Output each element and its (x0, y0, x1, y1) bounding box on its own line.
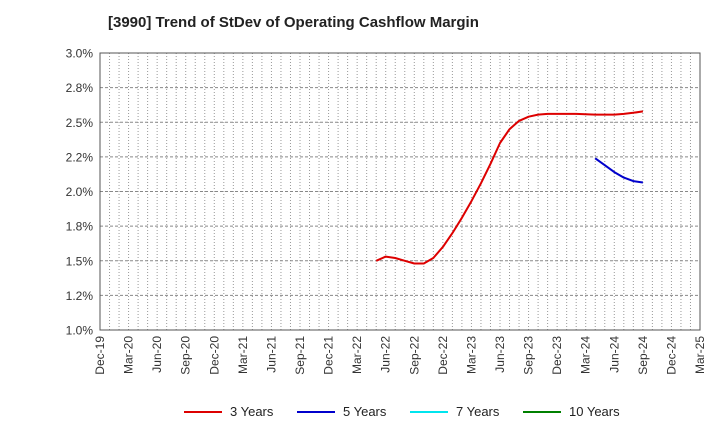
x-tick-label: Sep-20 (179, 336, 193, 375)
legend-swatch (297, 410, 335, 413)
legend: 3 Years 5 Years 7 Years 10 Years (0, 404, 720, 424)
x-tick-label: Jun-22 (379, 336, 393, 373)
y-tick-label: 2.0% (66, 185, 94, 199)
y-tick-label: 3.0% (66, 47, 94, 61)
y-tick-label: 2.5% (66, 116, 94, 130)
legend-label: 7 Years (456, 404, 500, 419)
x-tick-label: Mar-23 (464, 336, 478, 374)
x-tick-label: Jun-23 (493, 336, 507, 373)
x-tick-label: Dec-20 (207, 336, 221, 375)
x-tick-label: Dec-23 (550, 336, 564, 375)
x-tick-label: Jun-20 (150, 336, 164, 373)
x-tick-label: Mar-20 (122, 336, 136, 374)
y-axis: 1.0% 1.2% 1.5% 1.8% 2.0% 2.2% 2.5% 2.8% 3.0% (66, 47, 94, 338)
x-tick-label: Sep-24 (636, 336, 650, 375)
y-tick-label: 1.8% (66, 220, 94, 234)
x-tick-label: Mar-25 (693, 336, 707, 374)
x-tick-label: Dec-21 (322, 336, 336, 375)
chart-title: [3990] Trend of StDev of Operating Cashf… (108, 14, 479, 31)
y-tick-label: 1.0% (66, 324, 94, 338)
plot-frame (99, 52, 701, 331)
x-tick-label: Sep-22 (407, 336, 421, 375)
x-tick-label: Mar-22 (350, 336, 364, 374)
y-tick-label: 2.2% (66, 150, 94, 164)
x-axis: Dec-19 Mar-20 Jun-20 Sep-20 Dec-20 Mar-21 Jun-… (93, 336, 707, 375)
legend-swatch (410, 410, 448, 413)
series-line-3-years (375, 110, 644, 265)
legend-item: 7 Years (410, 404, 499, 419)
legend-swatch (184, 410, 222, 413)
legend-label: 3 Years (230, 404, 274, 419)
legend-item: 10 Years (523, 404, 620, 419)
series-lines (375, 110, 644, 265)
x-tick-label: Sep-21 (293, 336, 307, 375)
x-tick-label: Jun-21 (264, 336, 278, 373)
x-tick-label: Mar-21 (236, 336, 250, 374)
series-line-5-years (594, 157, 644, 184)
x-tick-label: Jun-24 (607, 336, 621, 373)
x-tick-label: Dec-24 (664, 336, 678, 375)
y-tick-label: 2.8% (66, 81, 94, 95)
legend-swatch (523, 410, 561, 413)
x-tick-label: Sep-23 (522, 336, 536, 375)
x-tick-label: Dec-22 (436, 336, 450, 375)
x-tick-label: Mar-24 (579, 336, 593, 374)
x-tick-label: Dec-19 (93, 336, 107, 375)
y-tick-label: 1.5% (66, 254, 94, 268)
legend-item: 5 Years (297, 404, 386, 419)
legend-label: 10 Years (569, 404, 620, 419)
legend-label: 5 Years (343, 404, 387, 419)
grid (100, 53, 700, 330)
y-tick-label: 1.2% (66, 289, 94, 303)
legend-item: 3 Years (184, 404, 273, 419)
